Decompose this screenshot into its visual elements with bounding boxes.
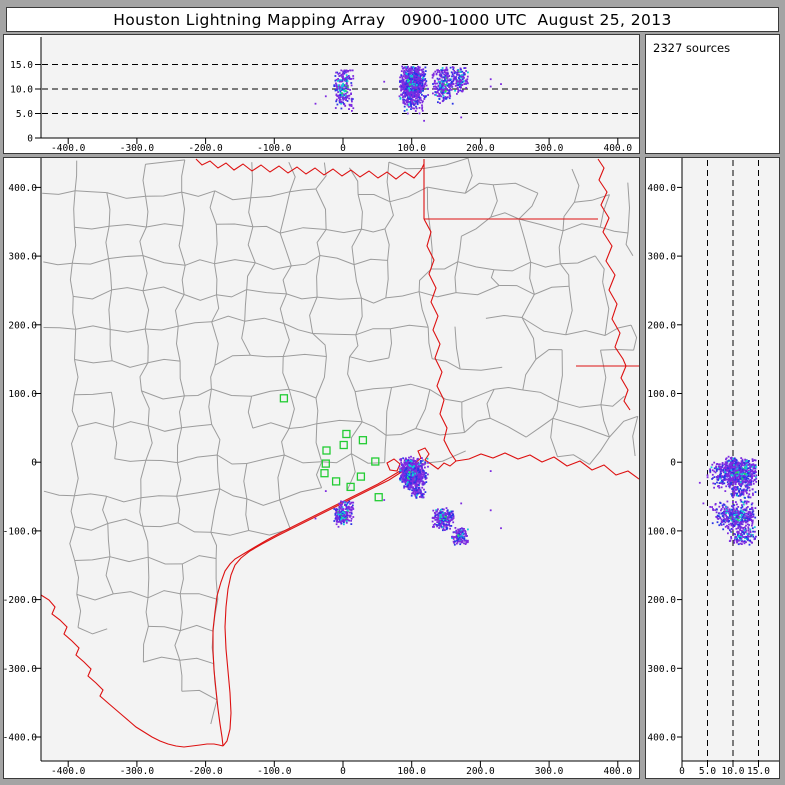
svg-text:100.0: 100.0: [397, 766, 426, 777]
svg-text:10.0: 10.0: [722, 766, 745, 777]
svg-text:-400.0: -400.0: [51, 766, 86, 777]
ew-altitude-panel: 0 5.0 10.0 15.0 -400.0 -300.0 -200.0 -100.0 0 100…: [3, 34, 640, 154]
svg-text:-200.0: -200.0: [646, 595, 676, 606]
svg-text:-100.0: -100.0: [646, 526, 676, 537]
station-markers: [279, 394, 383, 502]
svg-text:200.0: 200.0: [466, 143, 495, 153]
county-map-panel: 400.0 300.0 200.0 100.0 0 -100.0 -200.0 -300.0 -…: [3, 157, 640, 779]
state-border-lines: [40, 158, 639, 748]
svg-text:-200.0: -200.0: [188, 143, 223, 153]
page-title: Houston Lightning Mapping Array 0900-100…: [6, 7, 779, 32]
svg-text:15.0: 15.0: [10, 60, 33, 71]
ew-altitude-points: [314, 65, 502, 122]
ns-altitude-panel: 400.0 300.0 200.0 100.0 0 -100.0 -200.0 -300.0 -…: [645, 157, 780, 779]
svg-text:-300.0: -300.0: [4, 664, 37, 675]
svg-text:0: 0: [27, 134, 33, 145]
svg-text:200.0: 200.0: [466, 766, 495, 777]
svg-text:0: 0: [340, 143, 346, 153]
svg-text:400.0: 400.0: [647, 183, 676, 194]
svg-text:400.0: 400.0: [603, 766, 632, 777]
svg-text:-200.0: -200.0: [4, 595, 37, 606]
svg-text:-300.0: -300.0: [646, 664, 676, 675]
svg-text:300.0: 300.0: [535, 143, 564, 153]
svg-text:100.0: 100.0: [8, 389, 37, 400]
svg-text:100.0: 100.0: [397, 143, 426, 153]
svg-text:15.0: 15.0: [747, 766, 770, 777]
svg-text:300.0: 300.0: [535, 766, 564, 777]
county-map-plot: 400.0 300.0 200.0 100.0 0 -100.0 -200.0 -300.0 -…: [4, 158, 639, 777]
svg-text:0: 0: [31, 458, 37, 469]
svg-text:-400.0: -400.0: [51, 143, 86, 153]
svg-text:-300.0: -300.0: [120, 143, 155, 153]
svg-text:300.0: 300.0: [647, 252, 676, 263]
svg-text:0: 0: [670, 458, 676, 469]
svg-text:100.0: 100.0: [647, 389, 676, 400]
ew-altitude-plot: 0 5.0 10.0 15.0 -400.0 -300.0 -200.0 -100.0 0 100…: [10, 35, 639, 153]
svg-text:10.0: 10.0: [10, 85, 33, 96]
svg-text:0: 0: [679, 766, 685, 777]
ns-altitude-points: [698, 455, 758, 546]
source-count-label: 2327 sources: [653, 41, 731, 55]
svg-text:-100.0: -100.0: [257, 766, 292, 777]
svg-text:300.0: 300.0: [8, 252, 37, 263]
svg-text:400.0: 400.0: [8, 183, 37, 194]
svg-text:-100.0: -100.0: [257, 143, 292, 153]
svg-text:-200.0: -200.0: [188, 766, 223, 777]
source-count-box: 2327 sources: [645, 34, 780, 154]
svg-text:5.0: 5.0: [16, 109, 33, 120]
ns-altitude-plot: 400.0 300.0 200.0 100.0 0 -100.0 -200.0 -300.0 -…: [646, 158, 779, 777]
svg-text:-400.0: -400.0: [4, 733, 37, 744]
svg-text:0: 0: [340, 766, 346, 777]
svg-text:-400.0: -400.0: [646, 733, 676, 744]
svg-text:-100.0: -100.0: [4, 526, 37, 537]
svg-text:200.0: 200.0: [647, 320, 676, 331]
lightning-points: [314, 455, 502, 546]
svg-text:-300.0: -300.0: [120, 766, 155, 777]
svg-text:400.0: 400.0: [603, 143, 632, 153]
svg-text:200.0: 200.0: [8, 320, 37, 331]
svg-text:5.0: 5.0: [699, 766, 716, 777]
